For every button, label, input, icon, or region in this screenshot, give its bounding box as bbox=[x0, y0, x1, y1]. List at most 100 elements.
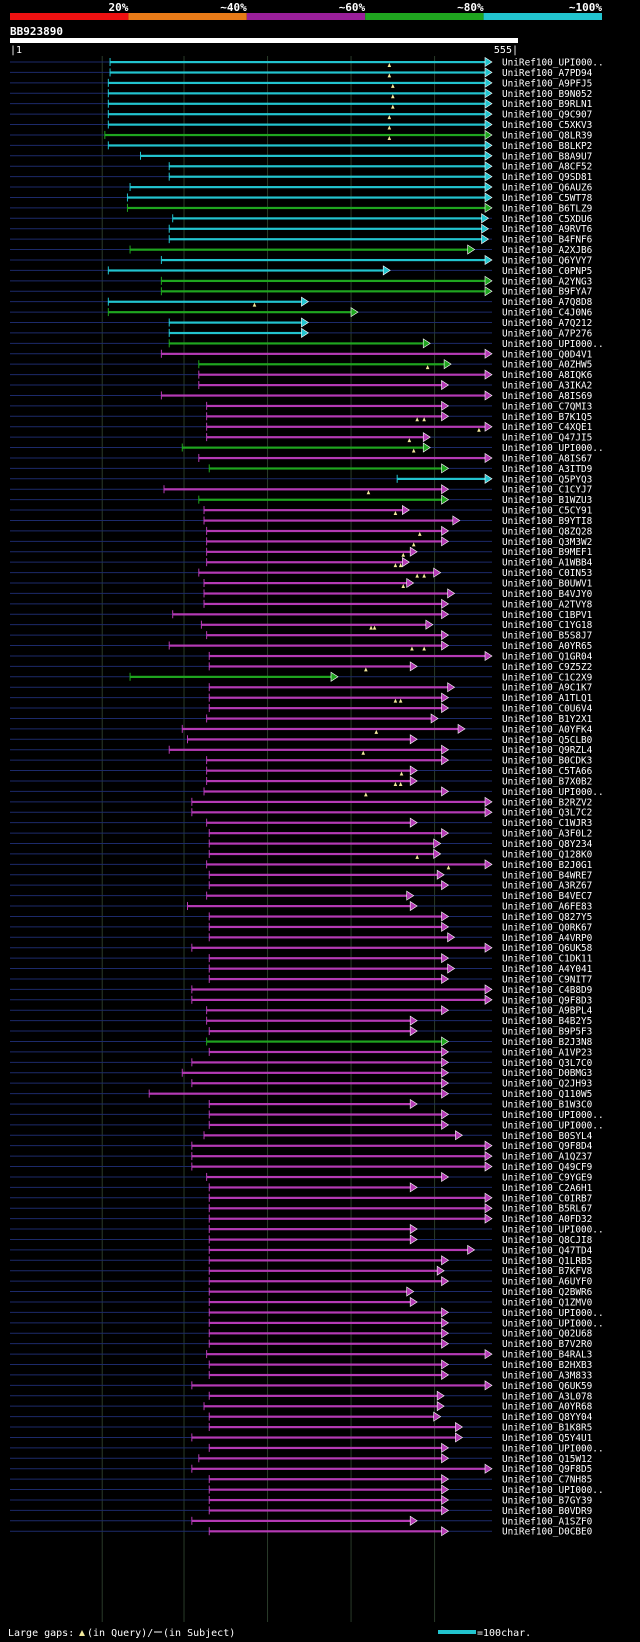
hit-label[interactable]: UniRef100_A0YR65 bbox=[502, 641, 592, 652]
hit-row[interactable]: UniRef100_B2RZV2 bbox=[10, 796, 592, 808]
hit-row[interactable]: UniRef100_A9PFJ5 bbox=[10, 77, 592, 89]
hit-row[interactable]: UniRef100_C5XKV3 bbox=[10, 119, 592, 131]
hit-row[interactable]: UniRef100_Q9RZL4 bbox=[10, 744, 593, 756]
hit-row[interactable]: UniRef100_B1W3C0 bbox=[10, 1098, 593, 1111]
hit-row[interactable]: UniRef100_Q15W12 bbox=[10, 1453, 592, 1465]
hit-row[interactable]: UniRef100_UPI000.. bbox=[10, 1442, 604, 1454]
hit-row[interactable]: UniRef100_Q5PYQ3 bbox=[10, 473, 592, 485]
hit-row[interactable]: UniRef100_B8A9U7 bbox=[10, 150, 592, 162]
hit-label[interactable]: UniRef100_A1WBB4 bbox=[502, 558, 593, 569]
hit-label[interactable]: UniRef100_UPI000.. bbox=[502, 443, 604, 454]
hit-row[interactable]: UniRef100_Q6AUZ6 bbox=[10, 181, 593, 194]
hit-row[interactable]: UniRef100_A1WBB4 bbox=[10, 557, 593, 569]
hit-row[interactable]: UniRef100_A4Y041 bbox=[10, 963, 593, 975]
hit-label[interactable]: UniRef100_B5RL67 bbox=[502, 1204, 592, 1215]
hit-label[interactable]: UniRef100_Q5CLB0 bbox=[502, 735, 593, 746]
hit-row[interactable]: UniRef100_B9MEF1 bbox=[10, 546, 593, 558]
hit-row[interactable]: UniRef100_A9C1K7 bbox=[10, 682, 592, 694]
hit-row[interactable]: UniRef100_A7P276 bbox=[10, 327, 593, 339]
hit-row[interactable]: UniRef100_C0U6V4 bbox=[10, 702, 593, 715]
hit-row[interactable]: UniRef100_C5WT78 bbox=[10, 192, 593, 204]
hit-label[interactable]: UniRef100_C5CY91 bbox=[502, 506, 593, 517]
hit-row[interactable]: UniRef100_UPI000.. bbox=[10, 1109, 604, 1121]
hit-row[interactable]: UniRef100_B1WZU3 bbox=[10, 494, 592, 506]
hit-label[interactable]: UniRef100_A4Y041 bbox=[502, 964, 593, 975]
hit-row[interactable]: UniRef100_C2A6H1 bbox=[10, 1182, 593, 1194]
hit-label[interactable]: UniRef100_Q0RK67 bbox=[502, 922, 592, 933]
hit-label[interactable]: UniRef100_Q8CJI8 bbox=[502, 1235, 593, 1246]
hit-label[interactable]: UniRef100_Q6UK59 bbox=[502, 1381, 593, 1392]
hit-label[interactable]: UniRef100_B2J3N8 bbox=[502, 1037, 593, 1048]
hit-label[interactable]: UniRef100_B6TLZ9 bbox=[502, 203, 593, 214]
hit-label[interactable]: UniRef100_Q6AUZ6 bbox=[502, 183, 593, 194]
hit-label[interactable]: UniRef100_A9PFJ5 bbox=[502, 78, 592, 89]
hit-label[interactable]: UniRef100_Q110W5 bbox=[502, 1089, 592, 1100]
hit-label[interactable]: UniRef100_Q9F8D5 bbox=[502, 1464, 592, 1475]
hit-label[interactable]: UniRef100_B1WZU3 bbox=[502, 495, 592, 506]
hit-label[interactable]: UniRef100_A3IKA2 bbox=[502, 381, 592, 392]
hit-label[interactable]: UniRef100_Q02U68 bbox=[502, 1329, 593, 1340]
hit-label[interactable]: UniRef100_B7X0B2 bbox=[502, 776, 592, 787]
hit-label[interactable]: UniRef100_B4VEC7 bbox=[502, 891, 592, 902]
hit-label[interactable]: UniRef100_C5XKV3 bbox=[502, 120, 592, 131]
hit-row[interactable]: UniRef100_B7V2R0 bbox=[10, 1338, 593, 1350]
hit-label[interactable]: UniRef100_Q5Y4U1 bbox=[502, 1433, 593, 1444]
hit-label[interactable]: UniRef100_B0VDR9 bbox=[502, 1506, 593, 1517]
hit-label[interactable]: UniRef100_C5TA66 bbox=[502, 766, 593, 777]
hit-label[interactable]: UniRef100_A1QZ37 bbox=[502, 1152, 592, 1163]
hit-row[interactable]: UniRef100_A3ITD9 bbox=[10, 463, 593, 475]
hit-label[interactable]: UniRef100_B7GY39 bbox=[502, 1495, 593, 1506]
hit-label[interactable]: UniRef100_C1BPV1 bbox=[502, 610, 593, 621]
hit-label[interactable]: UniRef100_A6FE83 bbox=[502, 902, 592, 913]
hit-label[interactable]: UniRef100_C1CYJ7 bbox=[502, 485, 592, 496]
hit-row[interactable]: UniRef100_A1QZ37 bbox=[10, 1151, 592, 1163]
hit-row[interactable]: UniRef100_Q8LR39 bbox=[10, 129, 593, 141]
hit-row[interactable]: UniRef100_B9N052 bbox=[10, 88, 592, 100]
hit-label[interactable]: UniRef100_Q9F8D4 bbox=[502, 1141, 593, 1152]
hit-row[interactable]: UniRef100_B7GY39 bbox=[10, 1494, 593, 1506]
hit-row[interactable]: UniRef100_C1BPV1 bbox=[10, 609, 593, 621]
hit-row[interactable]: UniRef100_Q1ZMV0 bbox=[10, 1296, 593, 1308]
hit-row[interactable]: UniRef100_A9BPL4 bbox=[10, 1005, 593, 1017]
hit-label[interactable]: UniRef100_B1K8R5 bbox=[502, 1423, 592, 1434]
hit-row[interactable]: UniRef100_Q9SD81 bbox=[10, 171, 593, 183]
hit-label[interactable]: UniRef100_A9BPL4 bbox=[502, 1006, 593, 1017]
hit-label[interactable]: UniRef100_C1C2X9 bbox=[502, 672, 593, 683]
hit-row[interactable]: UniRef100_A9RVT6 bbox=[10, 223, 593, 235]
hit-row[interactable]: UniRef100_C5XDU6 bbox=[10, 213, 593, 225]
hit-row[interactable]: UniRef100_Q1GR04 bbox=[10, 650, 593, 662]
hit-row[interactable]: UniRef100_B5RL67 bbox=[10, 1203, 592, 1215]
hit-label[interactable]: UniRef100_C5XDU6 bbox=[502, 214, 593, 225]
hit-row[interactable]: UniRef100_UPI000.. bbox=[10, 1307, 604, 1319]
hit-label[interactable]: UniRef100_C1WJR3 bbox=[502, 818, 592, 829]
hit-label[interactable]: UniRef100_A8CF52 bbox=[502, 162, 592, 173]
hit-row[interactable]: UniRef100_C1DK11 bbox=[10, 953, 593, 965]
hit-label[interactable]: UniRef100_Q2JH93 bbox=[502, 1079, 592, 1090]
hit-row[interactable]: UniRef100_Q3M3W2 bbox=[10, 536, 592, 548]
hit-row[interactable]: UniRef100_Q5CLB0 bbox=[10, 734, 593, 746]
hit-label[interactable]: UniRef100_A7P276 bbox=[502, 328, 593, 339]
hit-row[interactable]: UniRef100_Q47JI5 bbox=[10, 432, 592, 444]
hit-row[interactable]: UniRef100_B0SYL4 bbox=[10, 1130, 593, 1142]
hit-label[interactable]: UniRef100_A0ZHW5 bbox=[502, 360, 592, 371]
hit-label[interactable]: UniRef100_C1YG18 bbox=[502, 620, 593, 631]
hit-row[interactable]: UniRef100_B8LKP2 bbox=[10, 140, 592, 152]
hit-label[interactable]: UniRef100_B2HXB3 bbox=[502, 1360, 592, 1371]
hit-row[interactable]: UniRef100_Q2BWR6 bbox=[10, 1286, 593, 1298]
hit-row[interactable]: UniRef100_Q827Y5 bbox=[10, 911, 592, 923]
hit-row[interactable]: UniRef100_B4B2Y5 bbox=[10, 1015, 592, 1027]
hit-label[interactable]: UniRef100_Q3L7C2 bbox=[502, 808, 592, 819]
hit-row[interactable]: UniRef100_Q8CJI8 bbox=[10, 1234, 593, 1246]
hit-label[interactable]: UniRef100_B9P5F3 bbox=[502, 1027, 592, 1038]
hit-label[interactable]: UniRef100_B9N052 bbox=[502, 89, 592, 100]
hit-row[interactable]: UniRef100_B4VEC7 bbox=[10, 890, 592, 902]
hit-row[interactable]: UniRef100_A0YFK4 bbox=[10, 723, 593, 735]
hit-label[interactable]: UniRef100_C4J0N6 bbox=[502, 308, 593, 319]
hit-row[interactable]: UniRef100_C0PNP5 bbox=[10, 265, 592, 277]
hit-row[interactable]: UniRef100_B7X0B2 bbox=[10, 775, 592, 787]
hit-row[interactable]: UniRef100_C1C2X9 bbox=[10, 671, 593, 683]
hit-label[interactable]: UniRef100_A3L078 bbox=[502, 1391, 593, 1402]
hit-label[interactable]: UniRef100_A3M833 bbox=[502, 1370, 592, 1381]
hit-label[interactable]: UniRef100_Q1ZMV0 bbox=[502, 1297, 593, 1308]
hit-row[interactable]: UniRef100_A6UYF0 bbox=[10, 1276, 593, 1288]
